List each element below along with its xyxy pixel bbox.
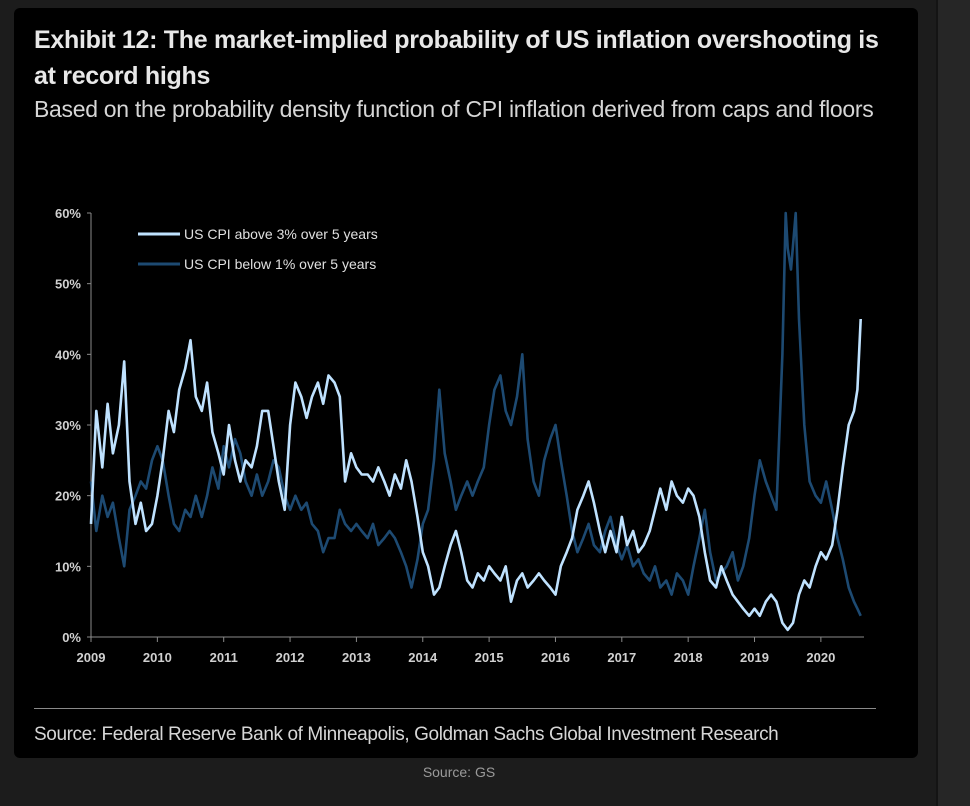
source-note: Source: Federal Reserve Bank of Minneapo…: [34, 724, 779, 745]
window-edge: [936, 0, 970, 806]
legend: US CPI above 3% over 5 years US CPI below…: [138, 226, 378, 272]
legend-label: US CPI below 1% over 5 years: [184, 256, 376, 272]
x-tick-label: 2014: [408, 650, 438, 665]
divider-line: [34, 708, 876, 709]
y-tick-label: 60%: [55, 206, 81, 221]
legend-label: US CPI above 3% over 5 years: [184, 226, 378, 242]
line-chart: 0% 10% 20% 30% 40% 50% 60% 2009 2010 2011 2012 2013…: [55, 206, 864, 665]
x-tick-label: 2009: [77, 650, 106, 665]
x-tick-label: 2015: [475, 650, 504, 665]
axes: 0% 10% 20% 30% 40% 50% 60% 2009 2010 2011 2012 2013…: [55, 206, 864, 665]
y-tick-label: 0%: [62, 630, 81, 645]
image-caption: Source: GS: [422, 764, 496, 780]
x-tick-label: 2020: [806, 650, 835, 665]
series-line-below-1pct: [89, 211, 862, 617]
series-line-above-3pct: [89, 318, 862, 632]
y-tick-label: 10%: [55, 559, 81, 574]
x-tick-label: 2018: [674, 650, 703, 665]
x-tick-label: 2011: [210, 650, 238, 665]
y-tick-label: 30%: [55, 418, 81, 433]
x-tick-label: 2010: [143, 650, 172, 665]
x-tick-label: 2013: [342, 650, 371, 665]
y-tick-label: 20%: [55, 489, 81, 504]
x-tick-label: 2017: [607, 650, 636, 665]
exhibit-card: Exhibit 12: The market-implied probabili…: [14, 8, 918, 758]
chart-title: Exhibit 12: The market-implied probabili…: [34, 26, 879, 90]
y-tick-label: 40%: [55, 347, 81, 362]
x-tick-label: 2016: [541, 650, 570, 665]
x-tick-label: 2019: [740, 650, 769, 665]
chart-subtitle: Based on the probability density functio…: [34, 96, 874, 122]
y-tick-label: 50%: [55, 277, 81, 292]
series-lines: [89, 211, 862, 632]
x-tick-label: 2012: [276, 650, 305, 665]
